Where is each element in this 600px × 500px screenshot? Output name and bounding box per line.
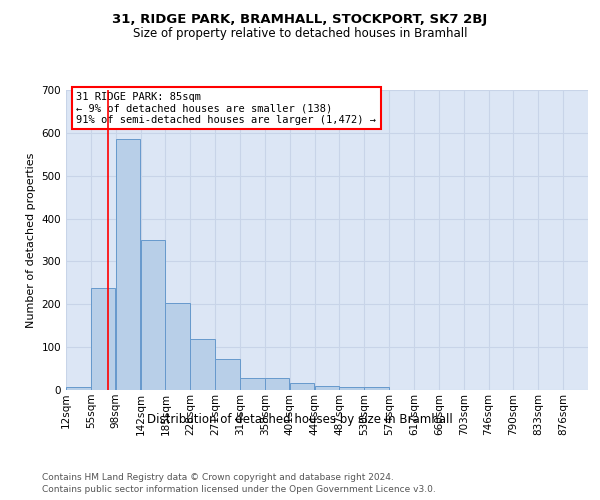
Bar <box>340 387 364 390</box>
Bar <box>240 378 265 390</box>
Bar <box>314 386 339 390</box>
Bar <box>215 359 240 390</box>
Text: Contains public sector information licensed under the Open Government Licence v3: Contains public sector information licen… <box>42 485 436 494</box>
Bar <box>290 383 314 390</box>
Text: Distribution of detached houses by size in Bramhall: Distribution of detached houses by size … <box>147 412 453 426</box>
Y-axis label: Number of detached properties: Number of detached properties <box>26 152 36 328</box>
Text: 31, RIDGE PARK, BRAMHALL, STOCKPORT, SK7 2BJ: 31, RIDGE PARK, BRAMHALL, STOCKPORT, SK7… <box>112 12 488 26</box>
Text: Contains HM Land Registry data © Crown copyright and database right 2024.: Contains HM Land Registry data © Crown c… <box>42 472 394 482</box>
Bar <box>140 240 165 390</box>
Bar <box>166 304 190 390</box>
Bar <box>116 140 140 390</box>
Bar <box>364 386 389 390</box>
Text: Size of property relative to detached houses in Bramhall: Size of property relative to detached ho… <box>133 28 467 40</box>
Bar <box>265 378 289 390</box>
Text: 31 RIDGE PARK: 85sqm
← 9% of detached houses are smaller (138)
91% of semi-detac: 31 RIDGE PARK: 85sqm ← 9% of detached ho… <box>76 92 376 124</box>
Bar <box>91 288 115 390</box>
Bar <box>190 340 215 390</box>
Bar <box>66 386 91 390</box>
